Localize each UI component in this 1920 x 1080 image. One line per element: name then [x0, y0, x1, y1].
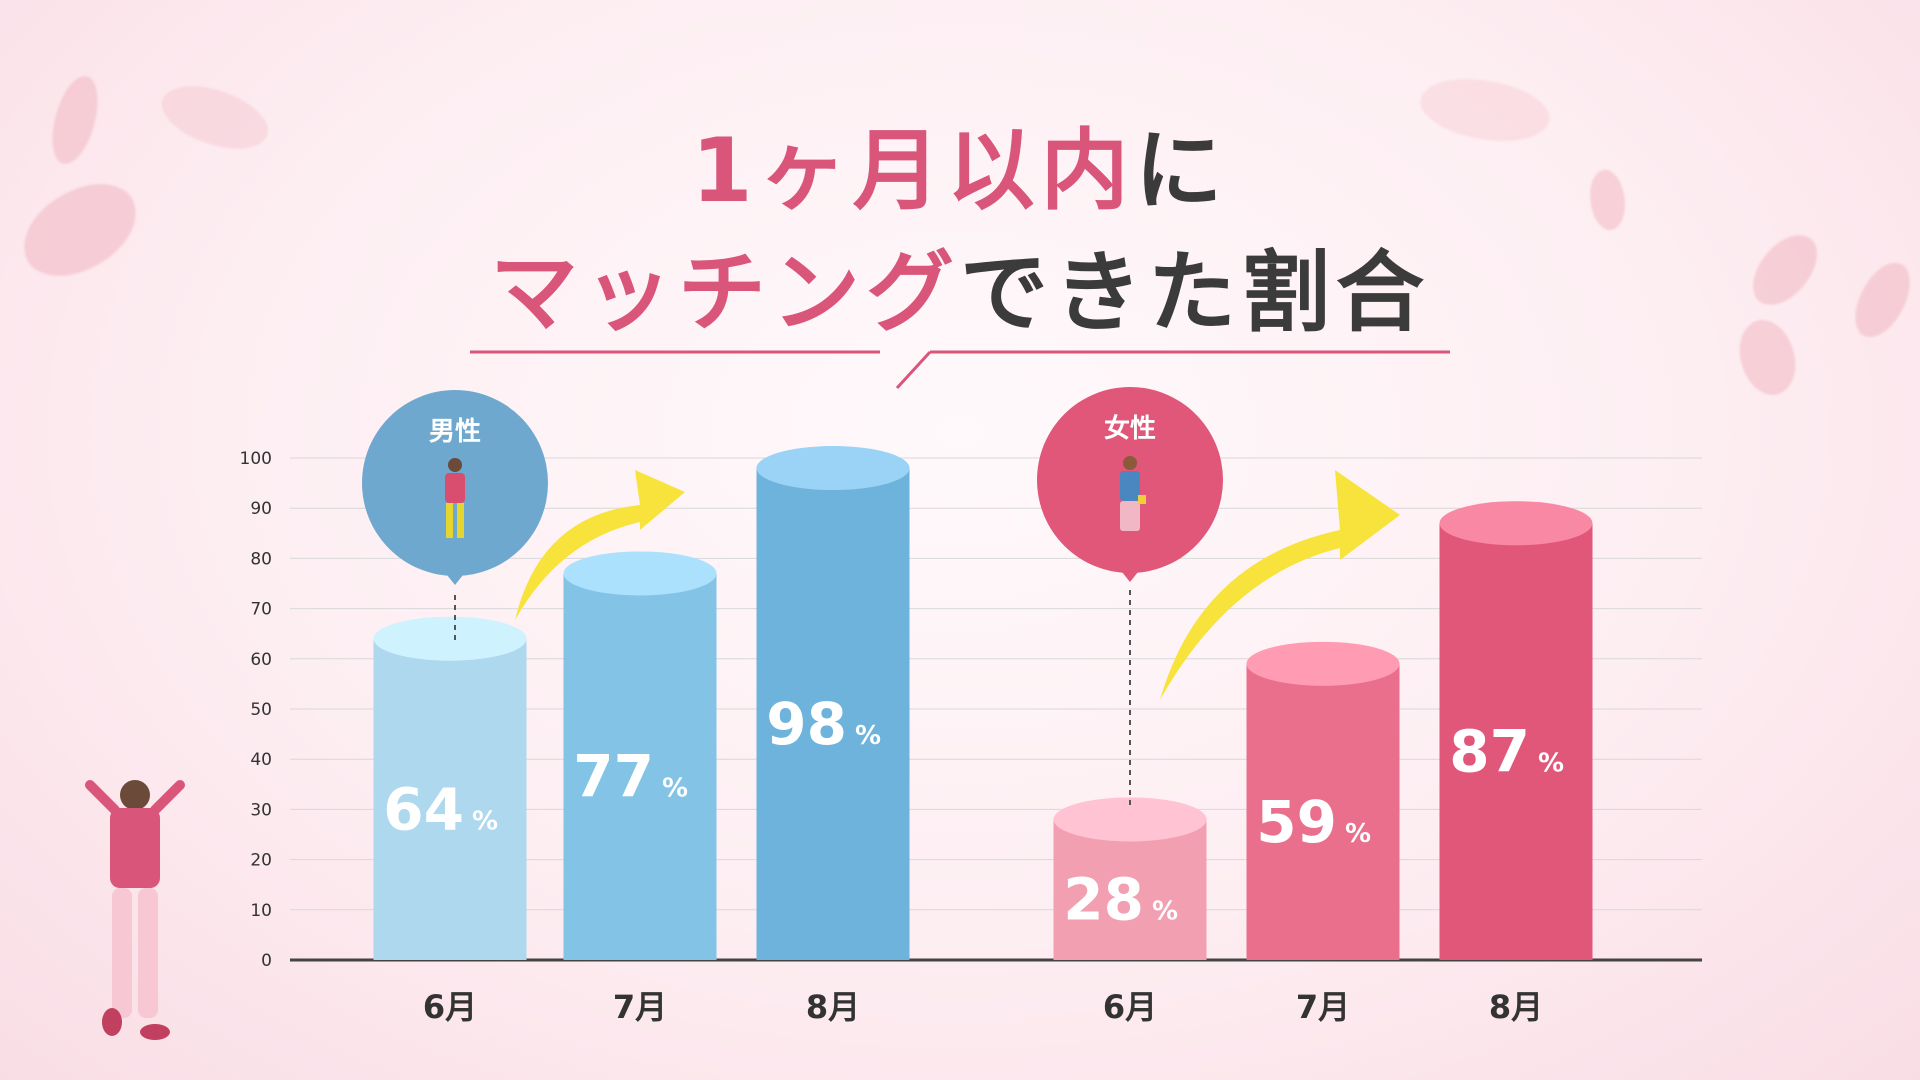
data-label-unit: % — [1538, 749, 1564, 779]
y-tick-label: 20 — [250, 851, 272, 871]
bar — [1246, 641, 1400, 960]
bar — [563, 551, 717, 960]
x-tick-label: 6月 — [423, 988, 477, 1026]
bar — [756, 446, 910, 960]
data-label: 64 — [383, 775, 464, 843]
data-label-unit: % — [1345, 819, 1371, 849]
y-tick-label: 60 — [250, 650, 272, 670]
y-tick-label: 100 — [240, 449, 272, 469]
arrow-icon — [1160, 470, 1400, 700]
y-axis: 0 10 20 30 40 50 60 70 80 90 100 — [240, 449, 272, 971]
y-tick-label: 10 — [250, 901, 272, 921]
data-label-unit: % — [472, 806, 498, 836]
y-tick-label: 50 — [250, 700, 272, 720]
y-tick-label: 90 — [250, 499, 272, 519]
woman-icon — [1120, 456, 1146, 531]
x-tick-label: 7月 — [1296, 988, 1350, 1026]
data-label: 59 — [1256, 788, 1337, 856]
bars: 64 % 77 % 98 % 28 % 59 % 87% — [373, 446, 1593, 960]
male-bubble: 男性 — [362, 390, 548, 640]
title-rest-2: できた割合 — [960, 241, 1431, 344]
y-tick-label: 70 — [250, 600, 272, 620]
data-label: 98 — [766, 690, 847, 758]
y-tick-label: 40 — [250, 750, 272, 770]
chart-title-line-2: マッチングできた割合 — [0, 222, 1920, 349]
female-bubble: 女性 — [1037, 387, 1223, 805]
x-tick-label: 8月 — [1489, 988, 1543, 1026]
bar — [1053, 797, 1207, 960]
title-rest-1: に — [1134, 119, 1229, 222]
arrow-icon — [515, 470, 685, 620]
x-tick-label: 8月 — [806, 988, 860, 1026]
data-label-unit: % — [855, 721, 881, 751]
title-highlight-2: マッチング — [489, 241, 960, 344]
x-tick-label: 7月 — [613, 988, 667, 1026]
title-highlight-1: 1ヶ月以内 — [691, 119, 1135, 222]
data-label: 28 — [1063, 866, 1144, 934]
bar — [373, 616, 527, 960]
title-divider — [470, 350, 1450, 390]
x-tick-label: 6月 — [1103, 988, 1157, 1026]
man-icon — [445, 458, 465, 538]
data-label: 77 — [573, 743, 654, 811]
data-label: 87 — [1449, 718, 1530, 786]
y-tick-label: 30 — [250, 800, 272, 820]
bar — [1439, 501, 1593, 960]
series-label-male: 男性 — [429, 417, 481, 447]
x-axis: 6月 7月 8月 6月 7月 8月 — [423, 988, 1543, 1026]
data-label-unit: % — [662, 774, 688, 804]
y-tick-label: 80 — [250, 549, 272, 569]
person-illustration — [85, 780, 185, 1040]
series-label-female: 女性 — [1104, 413, 1156, 444]
chart-title-line-1: 1ヶ月以内に — [0, 100, 1920, 227]
y-tick-label: 0 — [261, 951, 272, 971]
data-label-unit: % — [1152, 897, 1178, 927]
